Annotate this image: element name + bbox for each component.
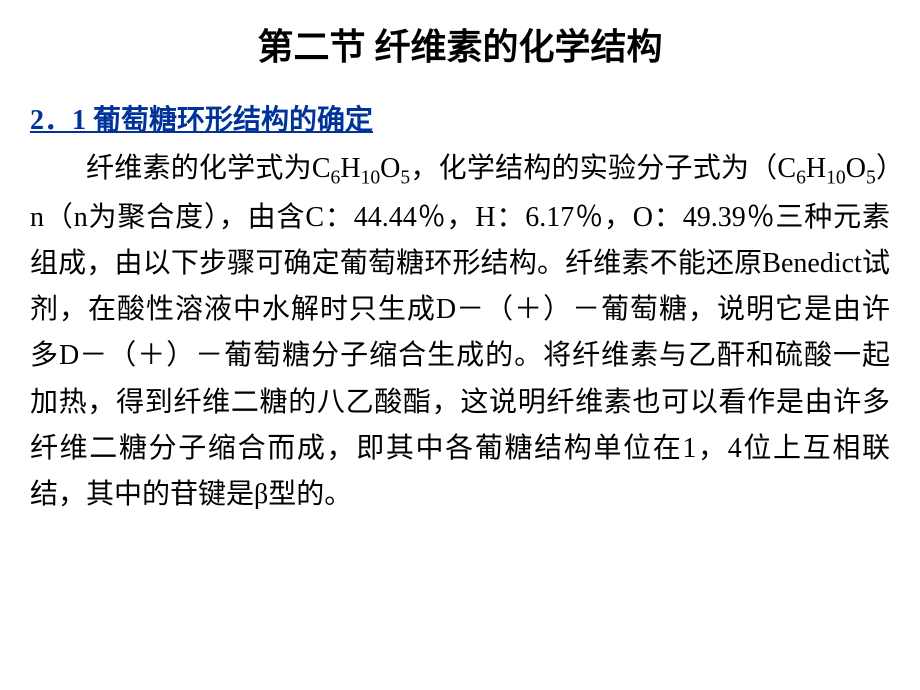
section-heading: 2．1 葡萄糖环形结构的确定 — [30, 98, 890, 138]
page-title: 第二节 纤维素的化学结构 — [30, 18, 890, 70]
body-paragraph: 纤维素的化学式为C6H10O5，化学结构的实验分子式为（C6H10O5）n（n为… — [30, 146, 890, 518]
